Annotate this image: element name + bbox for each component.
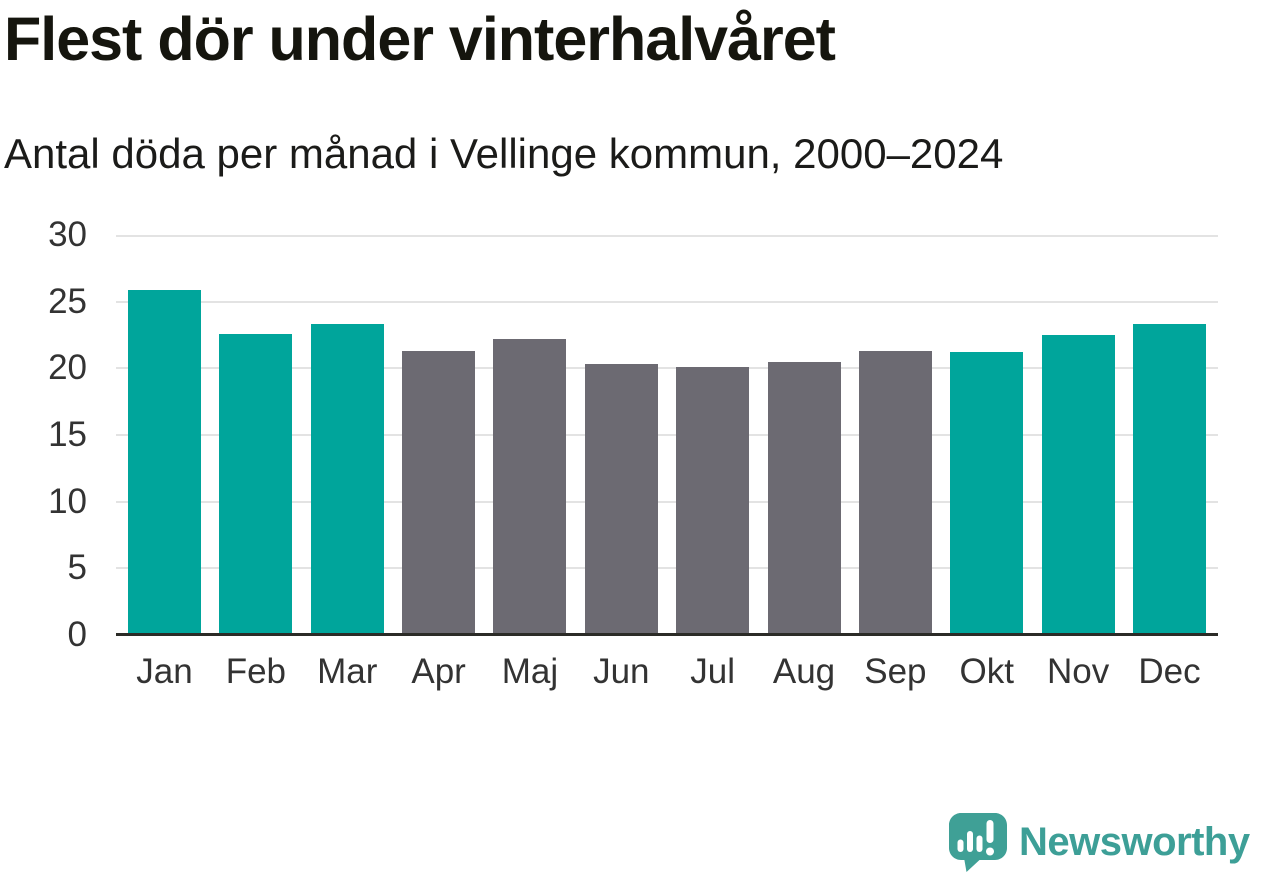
logo-bar-small [957,839,964,852]
y-tick-label-10: 10 [48,481,87,521]
x-tick-label-mar: Mar [317,652,378,691]
newsworthy-logo-text: Newsworthy [1019,819,1250,864]
x-tick-label-jan: Jan [136,652,193,691]
x-axis-line [116,633,1218,636]
newsworthy-logo: Newsworthy [946,810,1250,874]
newsworthy-chart-bubble-icon [949,813,1007,872]
logo-exclamation-dot [986,847,994,856]
x-tick-label-maj: Maj [501,652,559,691]
x-tick-label-nov: Nov [1046,652,1110,691]
bar-jul [676,367,750,635]
bar-dec [1132,324,1206,635]
y-tick-label-15: 15 [48,415,87,454]
logo-bar-medium [976,835,983,852]
x-tick-label-dec: Dec [1138,652,1201,691]
bar-aug [767,361,841,635]
bar-jan [128,289,201,635]
bar-nov [1041,335,1115,635]
y-tick-label-20: 20 [48,348,87,388]
x-tick-label-jul: Jul [690,652,736,691]
x-tick-label-apr: Apr [411,652,466,691]
x-tick-label-feb: Feb [225,652,287,691]
gridline-10 [116,500,1218,503]
gridline-20 [116,367,1218,370]
x-tick-label-jun: Jun [593,652,650,691]
x-tick-label-okt: Okt [959,652,1014,691]
y-tick-label-5: 5 [67,548,87,588]
bar-maj [493,339,567,635]
bar-chart-plot-area: 0 5 10 15 20 25 30 Jan Feb Mar Apr Maj Jun Jul Aug Sep O… [48,215,1218,691]
logo-exclamation-bar [986,820,994,843]
bar-apr [402,351,476,635]
y-tick-label-30: 30 [48,215,87,254]
bar-mar [310,324,384,635]
gridline-15 [116,434,1218,436]
bar-jun [584,364,658,635]
bar-okt [950,352,1024,635]
y-tick-label-25: 25 [48,281,87,321]
chart-title: Flest dör under vinterhalvåret [4,5,836,73]
gridline-5 [116,567,1218,570]
chart-subtitle: Antal döda per månad i Vellinge kommun, … [4,130,1004,177]
gridline-25 [116,300,1218,303]
bar-sep [858,351,932,635]
x-tick-label-aug: Aug [772,652,836,691]
logo-bar-tall [967,831,973,852]
gridline-30 [116,235,1218,237]
x-tick-label-sep: Sep [864,652,927,691]
y-tick-label-0: 0 [67,615,87,654]
bar-feb [219,333,293,635]
